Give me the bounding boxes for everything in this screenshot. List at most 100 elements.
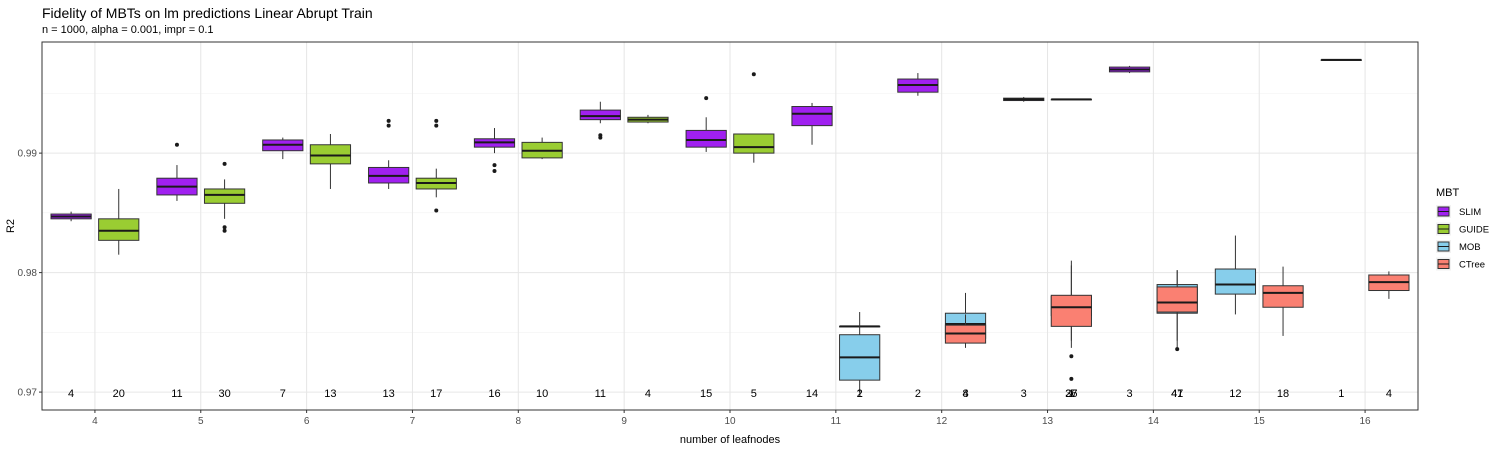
count-label: 47	[1171, 388, 1183, 400]
outlier-point	[492, 163, 497, 168]
outlier-point	[492, 169, 497, 174]
box-body	[1050, 294, 1092, 327]
box-body	[309, 144, 352, 165]
box-elements	[50, 58, 1410, 393]
box-slim-13	[1003, 96, 1045, 102]
outlier-point	[174, 142, 179, 147]
y-axis-title: R2	[5, 219, 17, 233]
outlier-point	[1175, 347, 1180, 352]
x-tick-label: 7	[410, 416, 416, 427]
box-mob-11	[839, 312, 881, 393]
count-label: 26	[1065, 388, 1077, 400]
y-axis: 0.97 0.98 0.99	[18, 149, 42, 399]
chart-subtitle: n = 1000, alpha = 0.001, impr = 0.1	[42, 24, 214, 36]
count-labels: 4 11 7 13 16 11 15 14 2 3 320 30 13 17 10 4 5 1 1 12 8 37 41 12…	[68, 388, 1392, 400]
legend-title: MBT	[1436, 187, 1460, 199]
outlier-point	[434, 123, 439, 128]
count-label: 11	[171, 388, 182, 400]
box-body	[1214, 268, 1257, 295]
box-guide-6	[309, 134, 352, 189]
outlier-point	[751, 72, 756, 77]
count-label: 16	[488, 388, 500, 400]
count-label: 4	[68, 388, 74, 400]
outlier-point	[434, 208, 439, 213]
y-tick-label: 0.97	[18, 388, 38, 399]
box-slim-8	[473, 128, 516, 174]
box-mob-15	[1214, 235, 1257, 315]
box-guide-8	[521, 137, 563, 160]
box-ctree-12	[944, 314, 987, 348]
count-label: 1	[1338, 388, 1344, 400]
outlier-point	[598, 133, 603, 138]
count-label: 20	[113, 388, 125, 400]
count-label: 2	[857, 388, 863, 400]
count-label: 11	[595, 388, 606, 400]
count-label: 30	[218, 388, 230, 400]
outlier-point	[704, 96, 709, 101]
count-label: 4	[645, 388, 651, 400]
legend-item-ctree: CTree	[1436, 257, 1485, 271]
legend-item-mob: MOB	[1436, 240, 1481, 253]
box-ctree-16	[1368, 271, 1410, 299]
count-label: 15	[700, 388, 712, 400]
x-tick-label: 8	[516, 416, 522, 427]
count-label: 1	[1068, 388, 1074, 400]
box-slim-7	[368, 118, 410, 189]
x-tick-label: 15	[1254, 416, 1266, 427]
box-body	[1156, 286, 1198, 313]
box-guide-4	[98, 188, 140, 255]
x-tick-label: 16	[1360, 416, 1372, 427]
box-body	[685, 129, 727, 148]
count-label: 3	[1127, 388, 1133, 400]
box-slim-11	[791, 102, 833, 145]
chart-title: Fidelity of MBTs on lm predictions Linea…	[42, 5, 373, 21]
count-label: 8	[962, 388, 968, 400]
outlier-point	[386, 118, 391, 123]
box-body	[733, 133, 775, 154]
box-body	[98, 218, 140, 241]
count-label: 13	[324, 388, 336, 400]
x-tick-label: 11	[831, 416, 842, 427]
outlier-point	[222, 225, 227, 230]
grid-lines	[42, 42, 1418, 410]
box-body	[203, 188, 246, 204]
box-slim-4	[50, 211, 92, 222]
count-label: 4	[962, 388, 968, 400]
count-label: 4	[1386, 388, 1392, 400]
box-body	[579, 109, 621, 121]
outlier-point	[1069, 354, 1074, 359]
box-ctree-15	[1262, 266, 1304, 336]
x-axis: 4 5 6 7 8 9 10 11 12 13 14 15 16	[92, 410, 1371, 427]
legend-label: CTree	[1459, 260, 1485, 271]
box-body	[791, 106, 833, 127]
box-slim-5	[156, 142, 198, 201]
count-label: 41	[1171, 388, 1183, 400]
legend-item-slim: SLIM	[1436, 205, 1481, 218]
legend-label: MOB	[1459, 242, 1481, 253]
count-label: 37	[1065, 388, 1077, 400]
x-tick-label: 4	[92, 416, 98, 427]
count-label: 13	[383, 388, 395, 400]
outlier-point	[222, 161, 227, 166]
box-guide-13	[1050, 98, 1092, 101]
y-tick-label: 0.98	[18, 268, 38, 279]
x-tick-label: 6	[304, 416, 310, 427]
y-tick-label: 0.99	[18, 149, 38, 160]
legend-item-guide: GUIDE	[1436, 222, 1489, 236]
legend-label: SLIM	[1459, 207, 1481, 218]
x-tick-label: 14	[1148, 416, 1160, 427]
box-slim-10	[685, 96, 727, 152]
outlier-point	[222, 228, 227, 233]
outlier-point	[1069, 376, 1074, 381]
legend-label: GUIDE	[1459, 225, 1489, 236]
x-axis-title: number of leafnodes	[680, 434, 781, 446]
box-guide-5	[203, 161, 246, 233]
box-guide-9	[627, 114, 669, 124]
count-label: 5	[751, 388, 757, 400]
box-guide-7	[415, 118, 457, 213]
count-label: 14	[806, 388, 818, 400]
count-label: 7	[280, 388, 286, 400]
x-tick-label: 9	[621, 416, 627, 427]
count-label: 17	[430, 388, 442, 400]
